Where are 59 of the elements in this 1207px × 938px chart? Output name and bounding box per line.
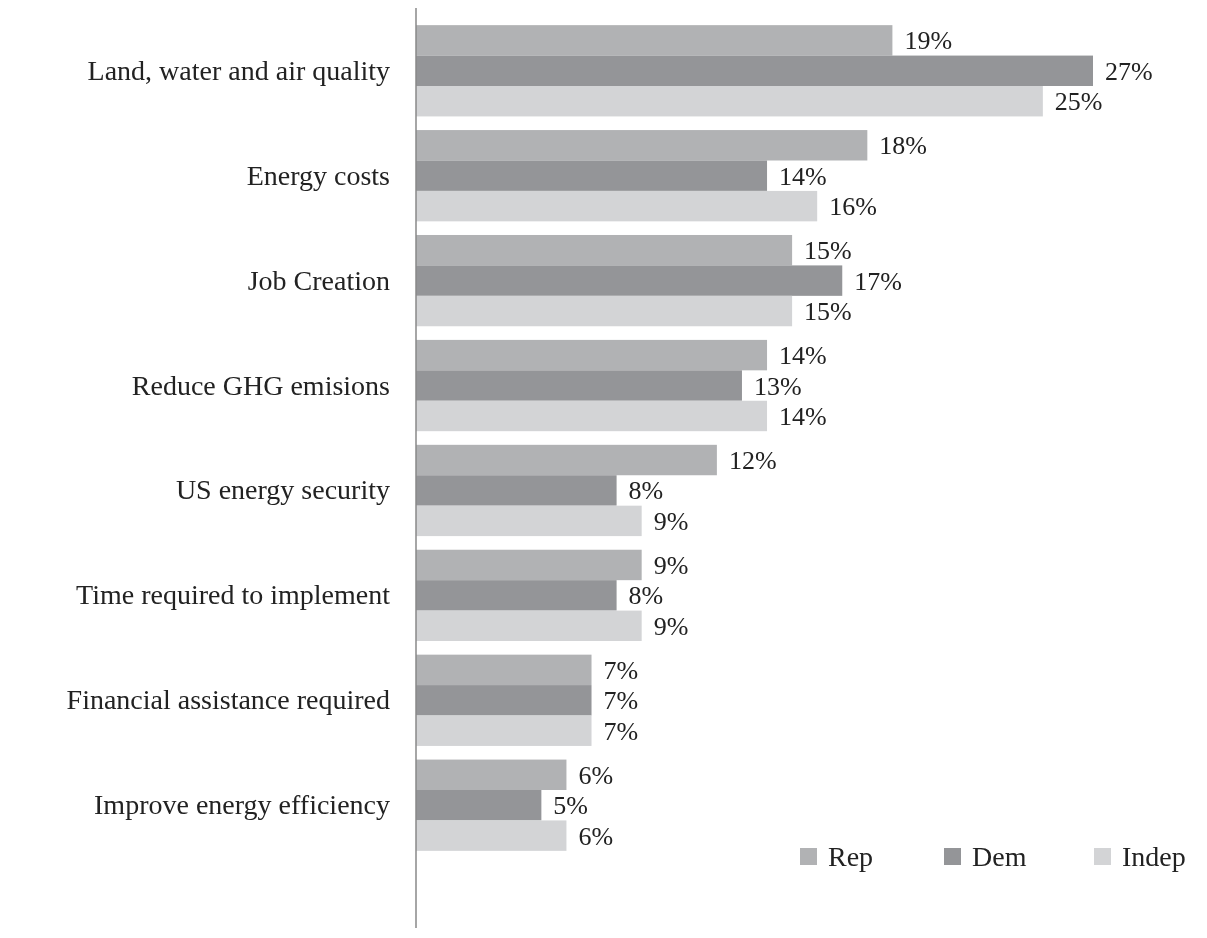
bar <box>416 55 1093 86</box>
bar <box>416 339 768 371</box>
bar <box>416 444 717 476</box>
data-label: 12% <box>728 446 777 476</box>
data-label: 5% <box>553 791 589 821</box>
bar <box>416 234 793 266</box>
bar <box>416 580 617 611</box>
data-label: 18% <box>879 131 928 161</box>
data-label: 8% <box>628 581 664 611</box>
data-label: 14% <box>779 401 827 431</box>
y-tick-label: Financial assistance required <box>66 684 390 716</box>
legend-label: Indep <box>1122 841 1186 872</box>
y-tick-label: Reduce GHG emisions <box>131 369 390 401</box>
bar <box>416 190 818 222</box>
bar <box>416 715 592 746</box>
legend-label: Rep <box>828 841 874 872</box>
bar <box>416 759 567 790</box>
data-label: 14% <box>779 341 827 371</box>
data-label: 19% <box>904 26 953 56</box>
data-label: 8% <box>628 476 664 506</box>
data-label: 9% <box>653 506 689 536</box>
data-label: 7% <box>603 716 639 746</box>
data-label: 6% <box>578 821 614 851</box>
bar <box>416 370 742 401</box>
data-label: 17% <box>854 266 902 296</box>
data-label: 25% <box>1054 87 1103 117</box>
y-tick-label: US energy security <box>175 474 390 506</box>
bar <box>416 400 768 432</box>
bar <box>416 549 642 581</box>
data-label: 13% <box>753 371 802 401</box>
data-label: 9% <box>653 550 689 580</box>
data-label: 15% <box>804 297 852 327</box>
legend-label: Dem <box>972 841 1027 872</box>
bar <box>416 475 617 506</box>
data-label: 7% <box>603 655 639 685</box>
data-label: 6% <box>578 760 614 790</box>
data-label: 16% <box>829 192 877 222</box>
bar <box>416 505 642 537</box>
bar <box>416 295 793 327</box>
bar <box>416 654 592 686</box>
data-label: 7% <box>603 686 639 716</box>
y-tick-label: Energy costs <box>246 159 390 191</box>
y-tick-label: Time required to implement <box>76 579 391 611</box>
data-label: 14% <box>779 161 827 191</box>
bar <box>416 685 592 716</box>
bar <box>416 790 542 821</box>
y-tick-label: Job Creation <box>247 264 390 296</box>
bar <box>416 86 1043 117</box>
bar <box>416 820 567 851</box>
data-label: 27% <box>1105 56 1153 86</box>
bar <box>416 265 843 296</box>
bar <box>416 25 893 56</box>
data-label: 9% <box>653 611 689 641</box>
data-label: 15% <box>804 236 852 266</box>
bar <box>416 160 768 191</box>
y-tick-label: Improve energy efficiency <box>94 789 390 821</box>
y-tick-label: Land, water and air quality <box>87 54 390 86</box>
bar <box>416 610 642 642</box>
bar <box>416 130 868 161</box>
